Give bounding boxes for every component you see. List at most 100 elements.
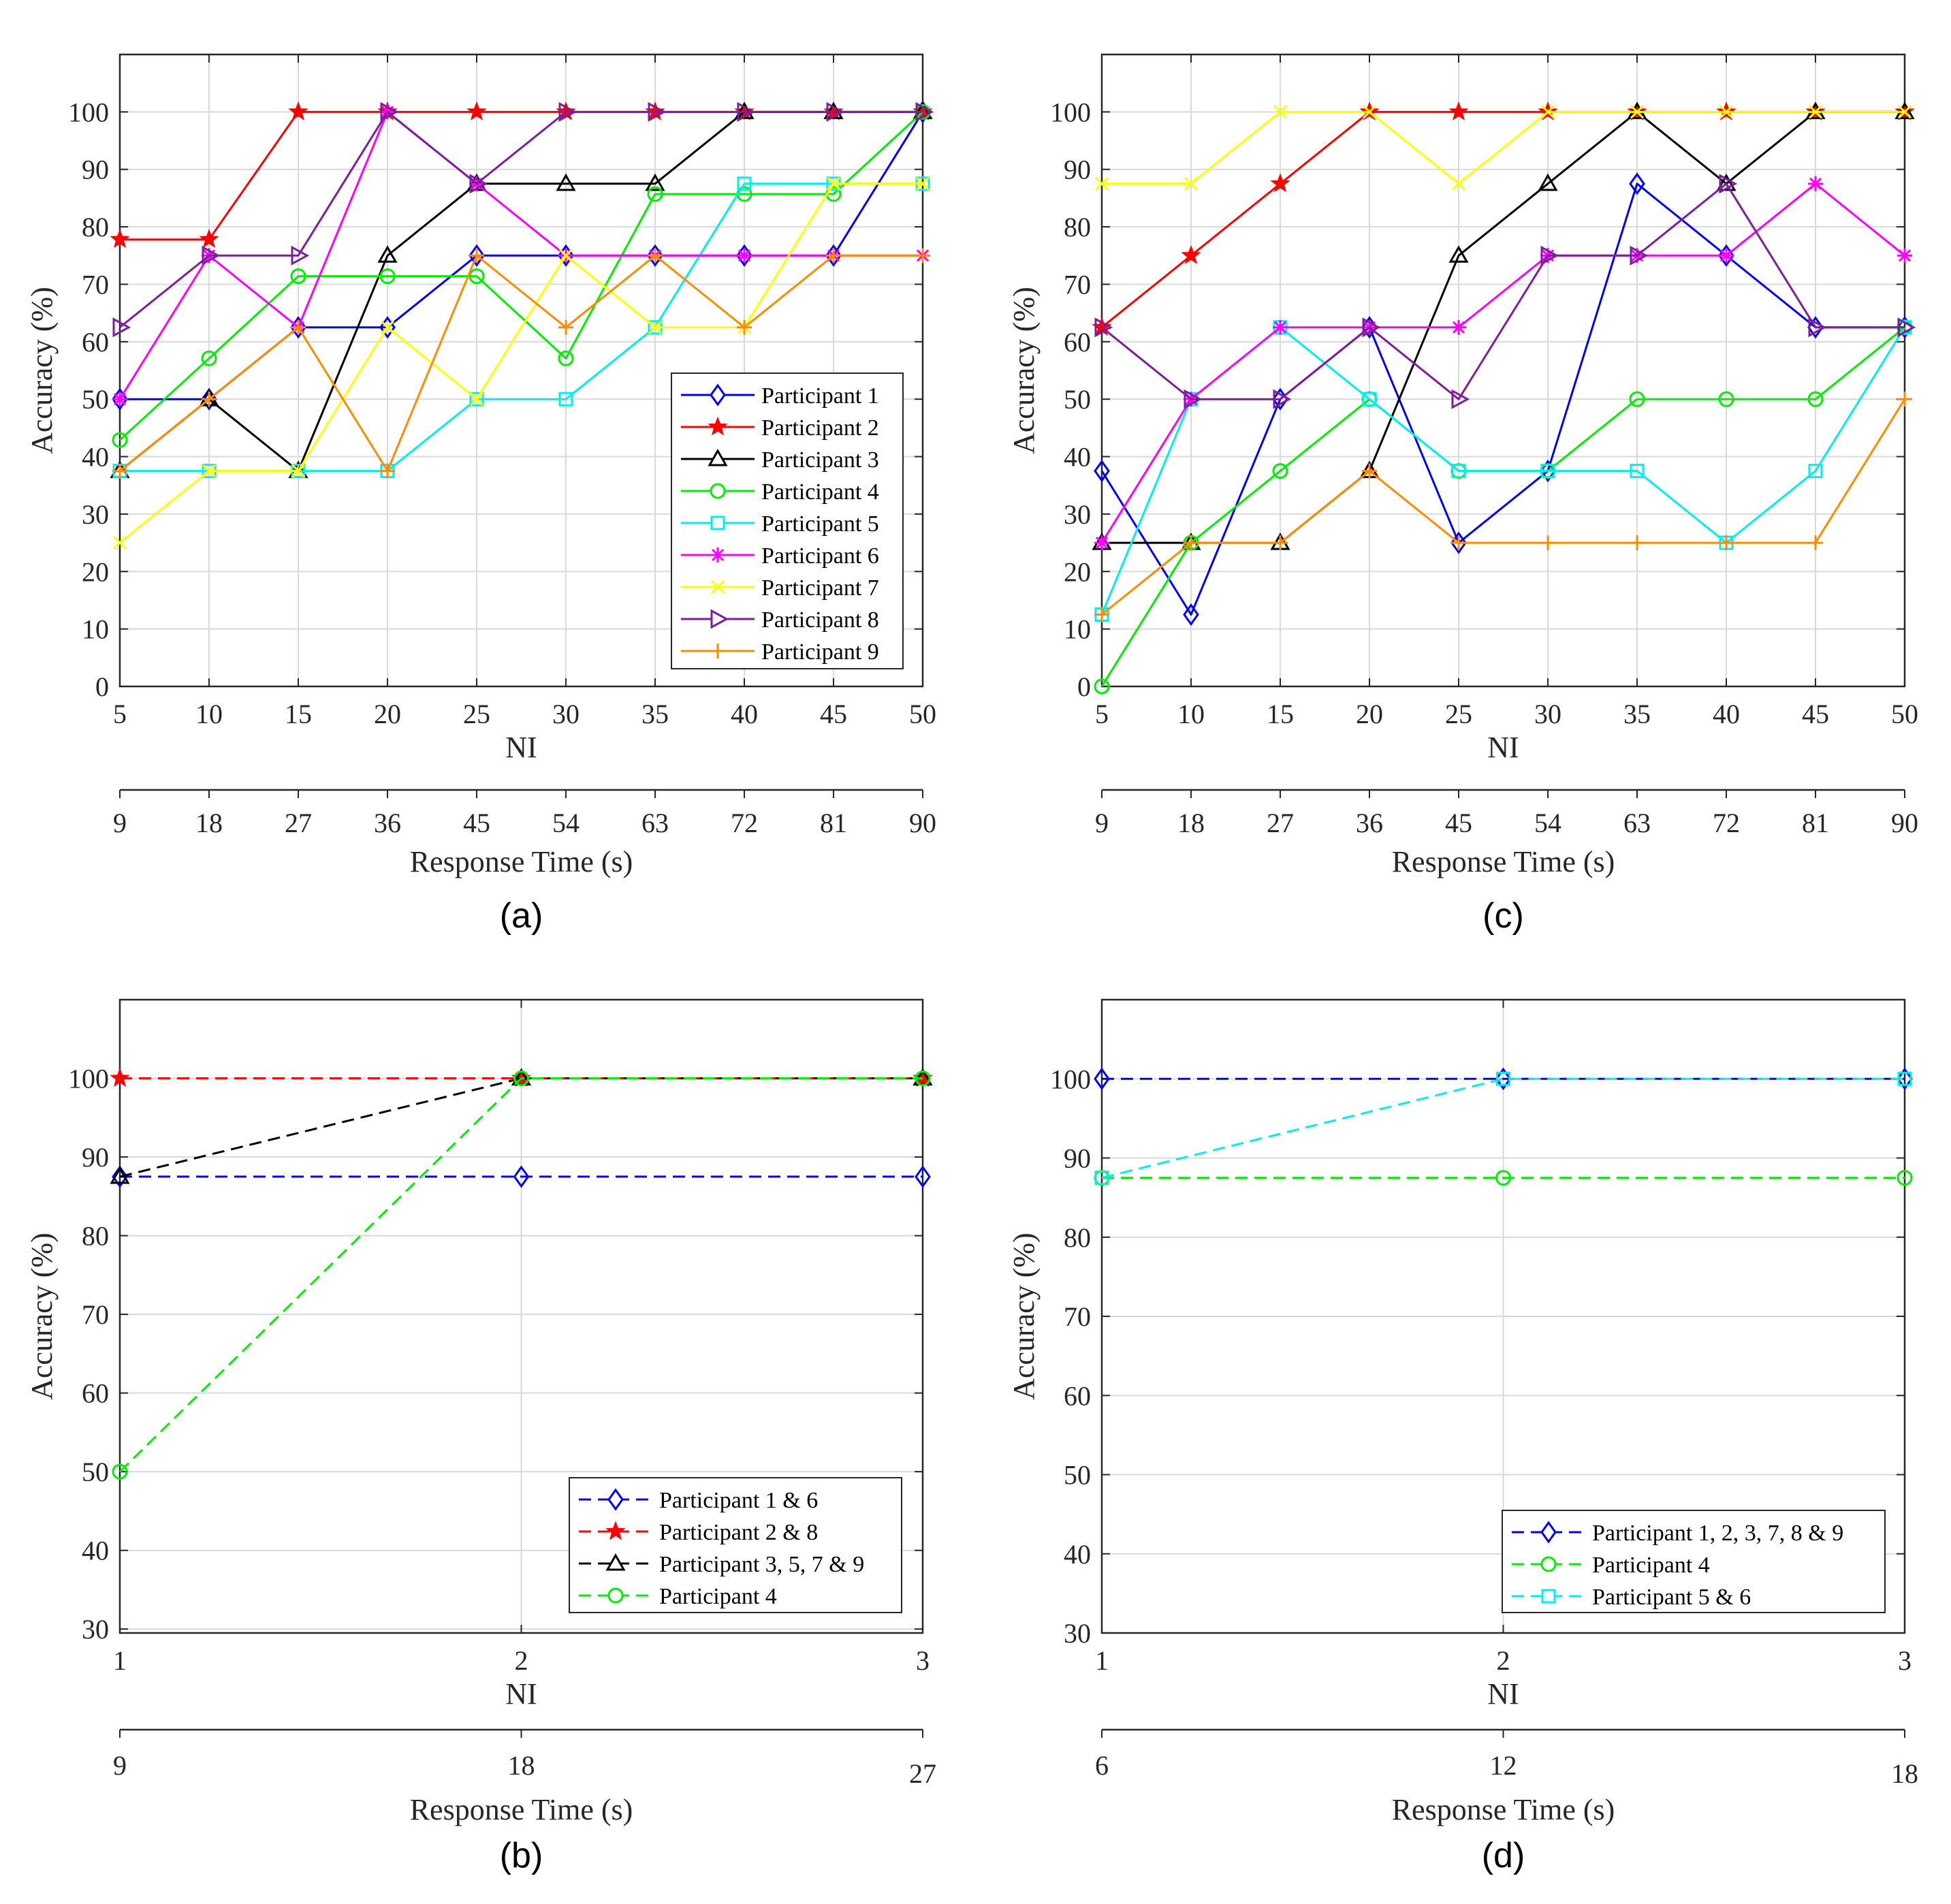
data-point: [377, 245, 398, 263]
y-axis-label: Accuracy (%): [25, 287, 59, 454]
data-point: [648, 320, 663, 334]
y-tick-label: 90: [1064, 155, 1091, 185]
data-point: [558, 249, 573, 263]
data-point: [513, 1165, 530, 1188]
data-point: [469, 268, 485, 285]
data-point: [1540, 245, 1559, 266]
data-point: [1718, 391, 1734, 407]
data-point: [645, 173, 665, 191]
data-point: [290, 268, 306, 285]
series-line: [119, 183, 923, 544]
y-tick-label: 100: [68, 97, 109, 127]
x2-tick-label: 18: [195, 808, 223, 838]
x2-tick-label: 9: [113, 808, 127, 838]
data-point: [1716, 173, 1736, 191]
y-tick-label: 60: [1064, 327, 1091, 358]
data-point: [558, 350, 574, 366]
y-tick-label: 100: [1050, 97, 1091, 127]
chart-c: 5 10 15 20 25 30 35 40 45 50 0 10 20 30 40 50 60 70 80 90 10…: [1007, 53, 1918, 936]
x-tick-label: 25: [1445, 699, 1472, 729]
data-point: [556, 173, 576, 191]
data-point: [202, 464, 217, 478]
data-point: [112, 432, 128, 448]
series-participant-4: [112, 1070, 931, 1480]
data-point: [1719, 174, 1738, 194]
data-point: [1451, 389, 1470, 409]
x-tick-label: 2: [515, 1645, 528, 1676]
y-tick-label: 70: [82, 1299, 109, 1330]
y-tick-label: 80: [1064, 212, 1091, 242]
series-participant-9: [1094, 392, 1912, 622]
y-tick-label: 50: [1064, 1460, 1091, 1491]
x-tick-label: 3: [1898, 1645, 1912, 1676]
x2-tick-label: 36: [374, 808, 401, 838]
y-tick-label: 70: [1064, 1301, 1091, 1332]
legend-marker: [710, 548, 725, 562]
series-line: [118, 111, 924, 441]
x-tick-label: 20: [374, 699, 401, 729]
y-tick-label: 40: [1064, 1539, 1091, 1570]
y-axis-label: Accuracy (%): [25, 1233, 59, 1400]
data-point: [1496, 1071, 1510, 1086]
data-point: [1805, 101, 1826, 119]
y-tick-label: 40: [82, 442, 109, 473]
series-participant-7: [1094, 105, 1912, 191]
data-point: [558, 319, 573, 335]
x2-tick-label: 90: [1891, 808, 1918, 838]
x-tick-label: 45: [1802, 699, 1829, 729]
x2-tick-label: 6: [1095, 1750, 1109, 1781]
data-point: [291, 245, 310, 266]
data-point: [288, 101, 308, 121]
y-tick-label: 60: [82, 327, 109, 358]
x-axis-label: NI: [1487, 1677, 1519, 1711]
data-point: [1184, 535, 1199, 551]
data-point: [915, 176, 930, 191]
legend-marker: [710, 609, 729, 629]
series-participant-1-6: [112, 1165, 931, 1188]
data-point: [915, 101, 934, 122]
x2-tick-label: 54: [1534, 808, 1561, 838]
data-point: [201, 350, 217, 366]
data-point: [1184, 389, 1203, 409]
x2-tick-label: 9: [113, 1750, 127, 1781]
secondary-x-axis-label: Response Time (s): [410, 845, 633, 878]
data-point: [379, 268, 396, 285]
data-point: [466, 101, 487, 121]
x-tick-label: 30: [1534, 699, 1561, 729]
data-point: [1362, 317, 1381, 338]
data-point: [1719, 105, 1734, 119]
data-point: [826, 101, 845, 122]
x-tick-label: 25: [463, 699, 490, 729]
data-point: [1629, 391, 1645, 407]
data-point: [291, 319, 306, 335]
legend-marker: [605, 1553, 626, 1571]
series-participant-7: [112, 176, 930, 550]
x-tick-label: 40: [1713, 699, 1740, 729]
data-point: [1273, 389, 1292, 409]
data-point: [1630, 464, 1645, 479]
series-participant-1-2-3-7-8-9: [1094, 1067, 1913, 1090]
data-point: [1897, 1067, 1913, 1090]
data-point: [1808, 535, 1823, 551]
x-tick-label: 35: [641, 699, 669, 729]
y-tick-label: 100: [1050, 1064, 1091, 1094]
legend-label: Participant 5: [761, 511, 879, 537]
panel-label: (d): [1482, 1836, 1525, 1875]
data-point: [202, 245, 221, 266]
y-tick-label: 30: [1064, 1618, 1091, 1649]
data-point: [826, 248, 841, 264]
data-point: [1094, 1067, 1110, 1090]
x-tick-label: 5: [113, 699, 127, 729]
data-point: [737, 248, 752, 264]
data-point: [1807, 391, 1824, 407]
x2-tick-label: 9: [1095, 808, 1109, 838]
x-tick-label: 15: [285, 699, 312, 729]
x-tick-label: 20: [1356, 699, 1383, 729]
series-line: [1101, 183, 1905, 400]
data-point: [823, 101, 844, 119]
legend-label: Participant 4: [1592, 1553, 1710, 1578]
x-axis-label: NI: [1487, 731, 1519, 764]
data-point: [291, 464, 306, 478]
y-tick-label: 50: [82, 384, 109, 415]
